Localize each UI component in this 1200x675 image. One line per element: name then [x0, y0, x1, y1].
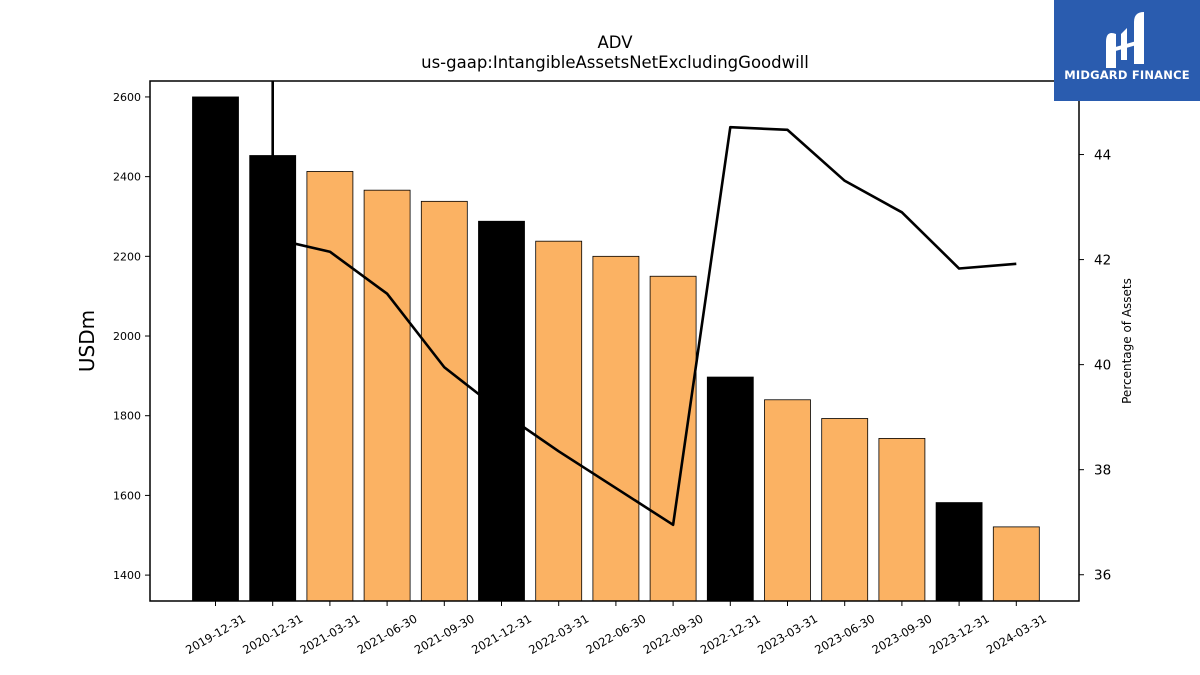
chart-subtitle: us-gaap:IntangibleAssetsNetExcludingGood… — [421, 53, 809, 72]
bar-2021-09-30 — [420, 200, 468, 602]
y-tick-label: 1600 — [113, 489, 141, 502]
y-axis-label: USDm — [75, 310, 99, 372]
bar-2022-09-30 — [649, 275, 697, 602]
x-tick-label: 2022-12-31 — [698, 611, 763, 657]
bar-2019-12-31 — [192, 96, 239, 602]
y2-tick-label: 40 — [1094, 358, 1111, 374]
x-tick-label: 2019-12-31 — [183, 611, 248, 657]
logo-mark-icon — [1106, 12, 1144, 68]
bar-2024-03-31 — [992, 526, 1040, 602]
percentage-of-assets-line — [271, 81, 1017, 527]
x-tick-label: 2021-06-30 — [355, 611, 420, 657]
bar-2023-06-30 — [821, 418, 869, 602]
bar-2021-06-30 — [363, 189, 411, 602]
y-tick-label: 2400 — [113, 171, 141, 184]
y2-axis-label: Percentage of Assets — [1120, 278, 1134, 404]
bar-2021-03-31 — [306, 171, 354, 602]
x-tick-label: 2022-09-30 — [641, 611, 706, 657]
x-tick-label: 2023-06-30 — [812, 611, 877, 657]
x-tick-label: 2023-09-30 — [870, 611, 935, 657]
plot-frame — [149, 80, 1080, 602]
x-tick-label: 2024-03-31 — [984, 611, 1049, 657]
x-tick-label: 2023-03-31 — [755, 611, 820, 657]
x-tick-label: 2020-12-31 — [240, 611, 305, 657]
x-tick-label: 2021-03-31 — [298, 611, 363, 657]
x-tick-label: 2021-09-30 — [412, 611, 477, 657]
y2-tick-label: 38 — [1094, 463, 1111, 479]
bars-layer — [192, 96, 1040, 602]
x-tick-label: 2023-12-31 — [927, 611, 992, 657]
y2-tick-label: 42 — [1094, 253, 1111, 269]
x-tick-label: 2022-06-30 — [584, 611, 649, 657]
bar-2023-03-31 — [764, 399, 811, 602]
x-tick-label: 2021-12-31 — [469, 611, 534, 657]
x-tick-label: 2022-03-31 — [526, 611, 591, 657]
bar-2022-03-31 — [535, 240, 583, 602]
y-tick-label: 2600 — [113, 91, 141, 104]
y2-tick-label: 44 — [1094, 148, 1111, 164]
logo-text: MIDGARD FINANCE — [1064, 68, 1190, 82]
y-tick-label: 2000 — [113, 330, 141, 343]
bar-2023-12-31 — [935, 502, 983, 602]
bar-2023-09-30 — [878, 438, 926, 602]
y2-tick-label: 36 — [1094, 568, 1111, 584]
brand-logo: MIDGARD FINANCE — [1054, 0, 1200, 101]
line-layer — [271, 81, 1017, 527]
bar-2022-12-31 — [706, 376, 754, 602]
bar-2022-06-30 — [592, 255, 640, 602]
y-tick-label: 1400 — [113, 569, 141, 582]
chart-title: ADV — [598, 33, 634, 52]
y-tick-label: 1800 — [113, 410, 141, 423]
y-tick-label: 2200 — [113, 250, 141, 263]
